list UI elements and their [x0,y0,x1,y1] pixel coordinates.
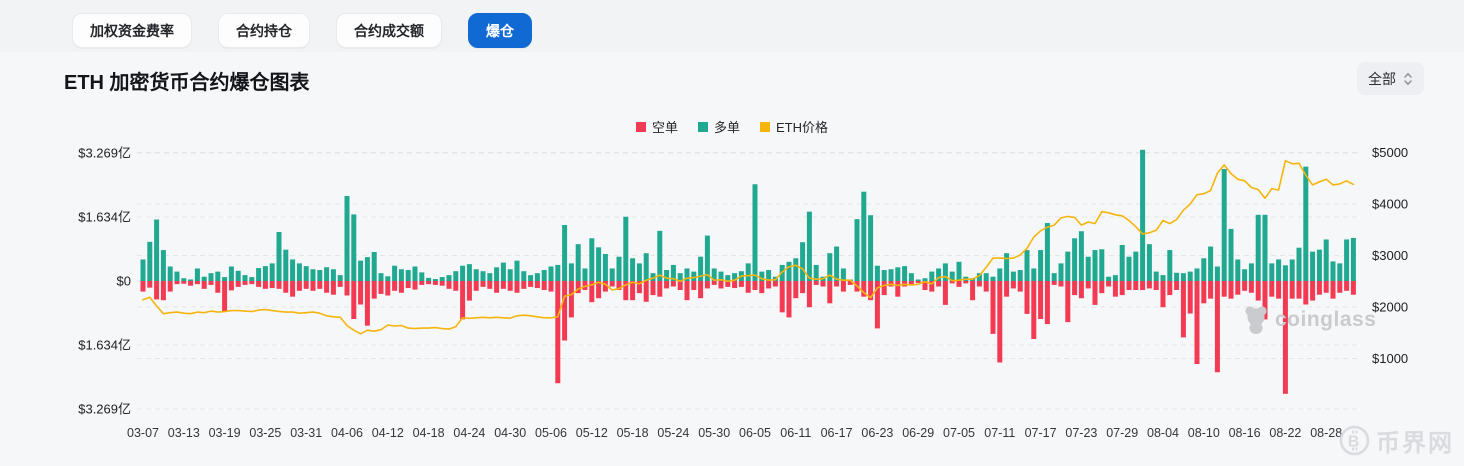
site-logo: B 币界网 [1339,423,1454,458]
svg-text:06-05: 06-05 [739,426,771,440]
svg-text:04-12: 04-12 [372,426,404,440]
svg-text:$1000: $1000 [1372,351,1408,366]
svg-text:$4000: $4000 [1372,197,1408,212]
svg-text:03-31: 03-31 [290,426,322,440]
tab-bar: 加权资金费率 合约持仓 合约成交额 爆仓 [72,13,532,48]
page-title: ETH 加密货币合约爆仓图表 [64,72,310,94]
legend-eth-price-label: ETH价格 [776,120,829,135]
longs-swatch-icon [697,121,708,132]
svg-text:03-13: 03-13 [168,426,200,440]
coinglass-watermark: coinglass [1242,305,1376,335]
svg-text:03-25: 03-25 [249,426,281,440]
svg-text:$5000: $5000 [1372,145,1408,160]
svg-text:06-17: 06-17 [821,426,853,440]
svg-text:06-29: 06-29 [902,426,934,440]
tab-liquidation[interactable]: 爆仓 [468,13,532,48]
range-dropdown[interactable]: 全部 [1357,62,1424,95]
svg-text:07-29: 07-29 [1106,426,1138,440]
svg-text:$2000: $2000 [1372,300,1408,315]
tab-open-interest[interactable]: 合约持仓 [218,13,310,48]
coin-icon: B [1339,425,1370,456]
svg-text:$0: $0 [117,274,131,289]
range-dropdown-label: 全部 [1368,70,1396,87]
tab-weighted-funding-rate[interactable]: 加权资金费率 [72,13,192,48]
svg-text:04-30: 04-30 [494,426,526,440]
svg-text:$3.269亿: $3.269亿 [78,402,131,417]
eth-price-swatch-icon [760,121,770,132]
legend-longs-label: 多单 [713,120,740,135]
svg-text:08-28: 08-28 [1310,426,1342,440]
tab-volume[interactable]: 合约成交额 [336,13,442,48]
svg-text:04-18: 04-18 [413,426,445,440]
svg-text:05-30: 05-30 [698,426,730,440]
svg-text:05-18: 05-18 [617,426,649,440]
svg-text:06-23: 06-23 [861,426,893,440]
svg-text:05-06: 05-06 [535,426,567,440]
svg-text:$1.634亿: $1.634亿 [78,210,131,225]
svg-text:$3000: $3000 [1372,248,1408,263]
svg-text:05-12: 05-12 [576,426,608,440]
svg-text:07-11: 07-11 [984,426,1015,440]
svg-text:04-24: 04-24 [453,426,485,440]
panda-icon [1245,306,1267,334]
svg-text:$1.634亿: $1.634亿 [78,338,131,353]
svg-text:04-06: 04-06 [331,426,363,440]
svg-text:06-11: 06-11 [780,426,811,440]
svg-text:07-17: 07-17 [1025,426,1057,440]
chart-legend: 空单 多单 ETH价格 [0,117,1464,136]
legend-item-eth-price[interactable]: ETH价格 [760,117,828,136]
legend-item-longs[interactable]: 多单 [697,117,740,136]
svg-text:08-16: 08-16 [1229,426,1261,440]
svg-text:07-05: 07-05 [943,426,975,440]
legend-item-shorts[interactable]: 空单 [635,117,678,136]
site-logo-text: 币界网 [1376,430,1454,457]
svg-text:07-23: 07-23 [1065,426,1097,440]
svg-text:03-19: 03-19 [209,426,241,440]
svg-text:B: B [1348,434,1362,451]
watermark-text: coinglass [1275,308,1377,331]
updown-chevron-icon [1404,72,1412,85]
svg-text:03-07: 03-07 [127,426,159,440]
svg-text:08-10: 08-10 [1188,426,1220,440]
svg-text:$3.269亿: $3.269亿 [78,145,131,160]
shorts-swatch-icon [635,121,646,132]
legend-shorts-label: 空单 [651,120,678,135]
svg-text:05-24: 05-24 [657,426,689,440]
svg-text:08-22: 08-22 [1269,426,1301,440]
svg-text:08-04: 08-04 [1147,426,1179,440]
